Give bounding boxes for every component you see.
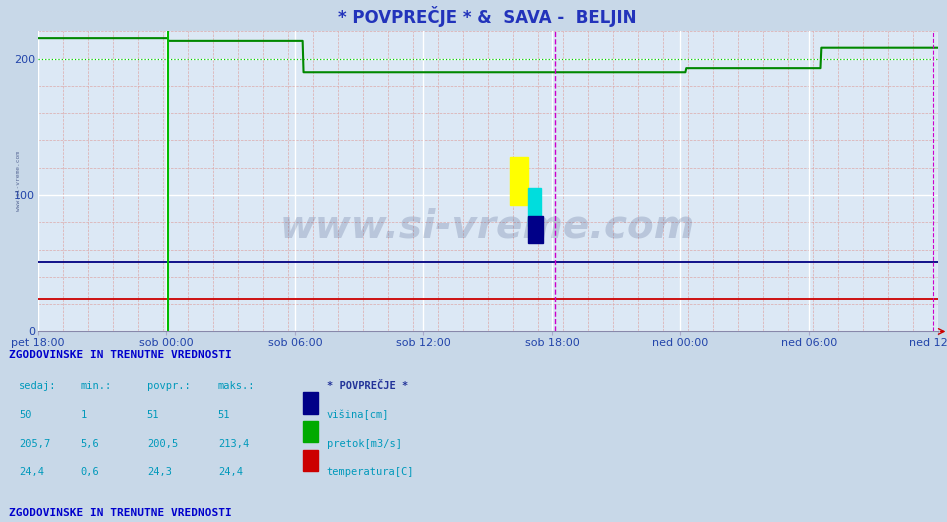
Bar — [510, 157, 528, 205]
Text: 1: 1 — [80, 410, 87, 420]
Text: www.si-vreme.com: www.si-vreme.com — [280, 207, 695, 245]
Text: 5,6: 5,6 — [80, 438, 99, 449]
Text: 24,3: 24,3 — [147, 467, 171, 478]
Text: temperatura[C]: temperatura[C] — [327, 467, 414, 478]
Text: sedaj:: sedaj: — [19, 381, 57, 392]
Text: ZGODOVINSKE IN TRENUTNE VREDNOSTI: ZGODOVINSKE IN TRENUTNE VREDNOSTI — [9, 507, 232, 518]
Bar — [528, 188, 541, 227]
Bar — [303, 393, 318, 414]
Text: www.si-vreme.com: www.si-vreme.com — [15, 151, 21, 211]
Text: * POVPREČJE *: * POVPREČJE * — [327, 381, 408, 392]
Text: min.:: min.: — [80, 381, 112, 392]
Text: 51: 51 — [218, 410, 230, 420]
Text: 24,4: 24,4 — [19, 467, 44, 478]
Bar — [303, 450, 318, 471]
Text: maks.:: maks.: — [218, 381, 256, 392]
Text: ZGODOVINSKE IN TRENUTNE VREDNOSTI: ZGODOVINSKE IN TRENUTNE VREDNOSTI — [9, 350, 232, 360]
Title: * POVPREČJE * &  SAVA -  BELJIN: * POVPREČJE * & SAVA - BELJIN — [338, 6, 637, 27]
Text: povpr.:: povpr.: — [147, 381, 190, 392]
Text: pretok[m3/s]: pretok[m3/s] — [327, 438, 402, 449]
Text: 213,4: 213,4 — [218, 438, 249, 449]
Text: višina[cm]: višina[cm] — [327, 410, 389, 420]
Text: 50: 50 — [19, 410, 31, 420]
Text: 200,5: 200,5 — [147, 438, 178, 449]
Text: 205,7: 205,7 — [19, 438, 50, 449]
Bar — [303, 421, 318, 443]
Bar — [528, 216, 543, 243]
Text: 24,4: 24,4 — [218, 467, 242, 478]
Text: 0,6: 0,6 — [80, 467, 99, 478]
Text: 51: 51 — [147, 410, 159, 420]
